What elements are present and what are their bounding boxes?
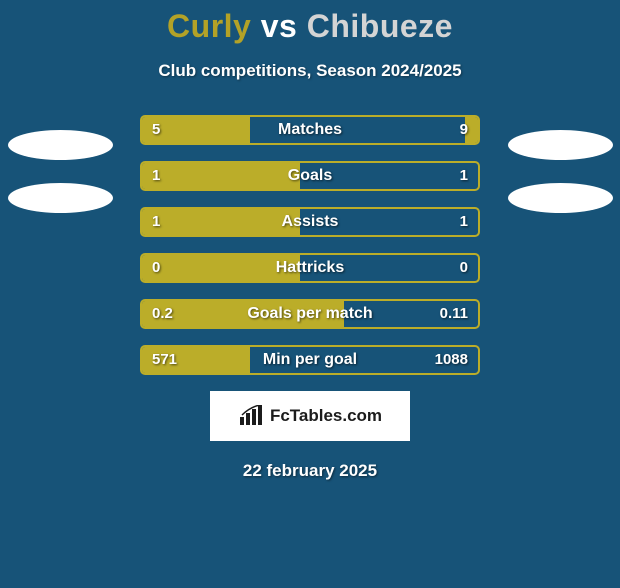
stat-row: 1Assists1 [140,207,480,237]
player1-avatar-top [8,130,113,160]
stat-bars: 5Matches91Goals11Assists10Hattricks00.2G… [140,115,480,375]
stat-value-right: 0 [460,255,468,281]
stat-label: Goals per match [142,301,478,327]
stat-row: 0.2Goals per match0.11 [140,299,480,329]
stat-label: Assists [142,209,478,235]
vs-text: vs [261,8,298,44]
player2-avatar-top [508,130,613,160]
stat-row: 5Matches9 [140,115,480,145]
stat-label: Hattricks [142,255,478,281]
stat-label: Min per goal [142,347,478,373]
logo-text: FcTables.com [270,406,382,426]
stat-row: 1Goals1 [140,161,480,191]
player2-name: Chibueze [307,8,453,44]
stat-label: Goals [142,163,478,189]
stat-value-right: 0.11 [440,301,468,327]
stat-row: 0Hattricks0 [140,253,480,283]
stat-row: 571Min per goal1088 [140,345,480,375]
date-text: 22 february 2025 [0,461,620,481]
stat-value-right: 1088 [435,347,468,373]
subtitle: Club competitions, Season 2024/2025 [0,61,620,81]
stat-value-right: 1 [460,209,468,235]
comparison-title: Curly vs Chibueze [0,8,620,45]
player2-avatar-bottom [508,183,613,213]
stat-value-right: 1 [460,163,468,189]
stat-value-right: 9 [460,117,468,143]
chart-icon [238,405,264,427]
fctables-logo[interactable]: FcTables.com [210,391,410,441]
stat-label: Matches [142,117,478,143]
player1-name: Curly [167,8,251,44]
player1-avatar-bottom [8,183,113,213]
